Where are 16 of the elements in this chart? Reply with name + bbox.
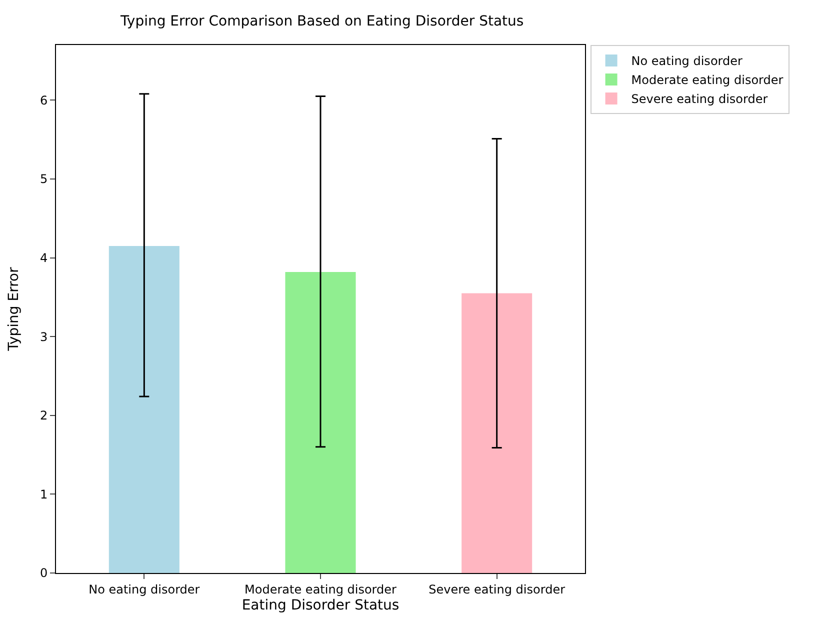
y-tick-label: 3 [40, 330, 48, 344]
y-tick-label: 6 [40, 93, 48, 108]
y-tick-label: 5 [40, 172, 48, 186]
chart-title: Typing Error Comparison Based on Eating Disorder Status [120, 13, 524, 30]
y-tick-label: 4 [40, 250, 48, 265]
y-tick-label: 2 [40, 408, 48, 423]
x-tick-label: Severe eating disorder [428, 582, 566, 596]
x-axis-title: Eating Disorder Status [242, 598, 400, 614]
x-tick-label: No eating disorder [88, 582, 200, 596]
y-tick-label: 1 [40, 487, 48, 502]
x-tick-label: Moderate eating disorder [244, 582, 397, 596]
legend-label: Severe eating disorder [631, 92, 768, 106]
legend-label: No eating disorder [631, 54, 743, 68]
y-tick-label: 0 [40, 566, 48, 580]
y-axis-title: Typing Error [6, 266, 22, 352]
legend-label: Moderate eating disorder [631, 73, 784, 88]
